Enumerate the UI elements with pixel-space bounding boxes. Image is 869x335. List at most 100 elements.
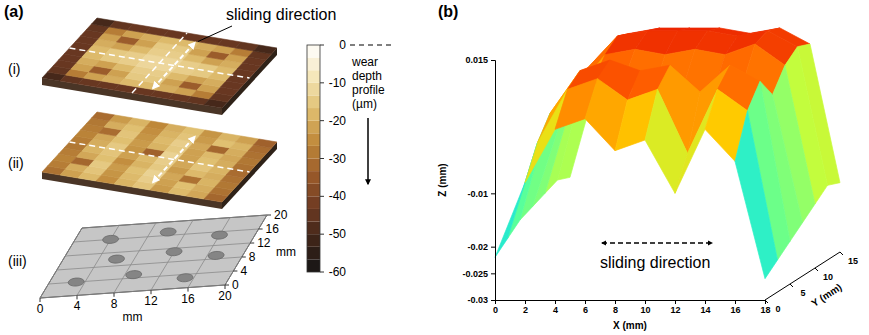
section-line	[70, 142, 250, 172]
sheet-edge	[42, 78, 222, 115]
tick-label: -0.03	[467, 295, 488, 305]
tick-label: -50	[329, 227, 347, 241]
colorbar-swatch	[307, 184, 320, 197]
colorbar-title-line: depth	[352, 69, 382, 83]
contact-spot	[160, 227, 177, 236]
leader-line	[198, 26, 232, 42]
tick-label: -60	[329, 265, 347, 279]
tick-mark	[320, 196, 324, 197]
surface-patch	[735, 111, 778, 279]
tick-label: -40	[329, 189, 347, 203]
surface-patch	[520, 113, 563, 220]
contact-spot	[68, 277, 85, 286]
x-axis: 024681012141618	[493, 300, 771, 315]
tick-mark	[320, 120, 324, 121]
tick-mark	[790, 284, 793, 287]
tick-label: 12	[257, 236, 271, 250]
colorbar-swatch	[307, 83, 320, 96]
tick-mark	[320, 234, 324, 235]
tick-label: 10	[823, 272, 833, 282]
tick-label: -30	[329, 152, 347, 166]
grid-line	[188, 218, 230, 288]
colorbar-swatch	[307, 133, 320, 146]
contact-spot	[108, 254, 125, 263]
tick-mark	[525, 300, 526, 304]
zero-line	[350, 44, 392, 45]
sheet-panel: (ii)	[8, 112, 277, 209]
grid-panel: 048121620048121620mmmm(iii)	[8, 208, 296, 324]
tick: 0	[493, 300, 498, 315]
tick-mark	[320, 82, 324, 83]
panel-letter: (a)	[4, 3, 24, 20]
tick-label: 8	[111, 297, 118, 311]
grid-line	[40, 285, 225, 298]
tick-mark	[320, 45, 324, 46]
tick-mark	[815, 268, 818, 271]
tick-mark	[250, 243, 254, 244]
colorbar-swatch	[307, 146, 320, 159]
figure: (i)(a)sliding direction0-10-20-30-40-50-…	[0, 0, 869, 335]
colorbar-frame	[307, 45, 320, 272]
tick-mark	[705, 300, 706, 304]
tick-mark	[495, 300, 496, 304]
tick-mark	[491, 247, 495, 248]
tick-label: 15	[848, 256, 858, 266]
tick-label: 2	[523, 305, 528, 315]
tick-mark	[259, 229, 263, 230]
tick: -0.025	[462, 269, 495, 279]
tick-label: 0	[232, 278, 239, 292]
contact-spots	[68, 227, 228, 286]
tick-mark	[320, 272, 324, 273]
tick-label: 6	[583, 305, 588, 315]
tick-label: 4	[74, 299, 81, 313]
colorbar-swatch	[307, 95, 320, 108]
colorbar-swatch	[307, 171, 320, 184]
tick-label: -0.02	[467, 242, 488, 252]
sheet-edge	[222, 48, 277, 115]
tick-label: -0.01	[467, 189, 488, 199]
colorbar-swatch	[307, 70, 320, 83]
axis-line	[496, 301, 766, 305]
z-axis: -0.03-0.025-0.02-0.010.015	[462, 55, 495, 305]
sheet-title: (i)	[8, 61, 20, 77]
tick: -0.02	[467, 242, 495, 252]
tick: 16	[730, 300, 740, 315]
plot-frame	[40, 215, 267, 298]
tick-mark	[491, 273, 495, 274]
tick: 10	[640, 300, 650, 315]
surface-panel: -0.03-0.025-0.02-0.010.01502468101214161…	[437, 3, 858, 331]
tick-label: 20	[218, 289, 232, 303]
tick-label: 18	[760, 305, 770, 315]
tick-label: 8	[613, 305, 618, 315]
surface-patch	[525, 89, 568, 182]
axis-title: mm	[123, 310, 143, 324]
grid-line	[225, 215, 267, 285]
surface-patch	[675, 89, 718, 193]
tick-label: 16	[266, 222, 280, 236]
annotation: sliding direction	[226, 6, 336, 23]
tick-label: 16	[730, 305, 740, 315]
tick: 14	[700, 300, 710, 315]
contact-spot	[208, 251, 225, 260]
colorbar-swatch	[307, 234, 320, 247]
tick-label: 12	[144, 294, 158, 308]
colorbar-swatch	[307, 121, 320, 134]
colorbar-swatch	[307, 45, 320, 58]
surface	[495, 28, 840, 279]
tick-mark	[840, 252, 843, 255]
colorbar-swatch	[307, 58, 320, 71]
tick-mark	[491, 193, 495, 194]
tick-mark	[615, 300, 616, 304]
sheet-title: (iii)	[8, 253, 27, 269]
tick-mark	[233, 271, 237, 272]
tick: 6	[583, 300, 588, 315]
colorbar-swatch	[307, 247, 320, 260]
heat-cell	[254, 45, 278, 54]
colorbar-title-line: profile	[352, 83, 385, 97]
axis-title: Y (mm)	[809, 281, 843, 309]
tick: -0.03	[467, 295, 495, 305]
tick-mark	[225, 285, 229, 286]
colorbar-title-line: wear	[351, 55, 378, 69]
tick-label: 8	[249, 250, 256, 264]
colorbar-swatch	[307, 222, 320, 235]
